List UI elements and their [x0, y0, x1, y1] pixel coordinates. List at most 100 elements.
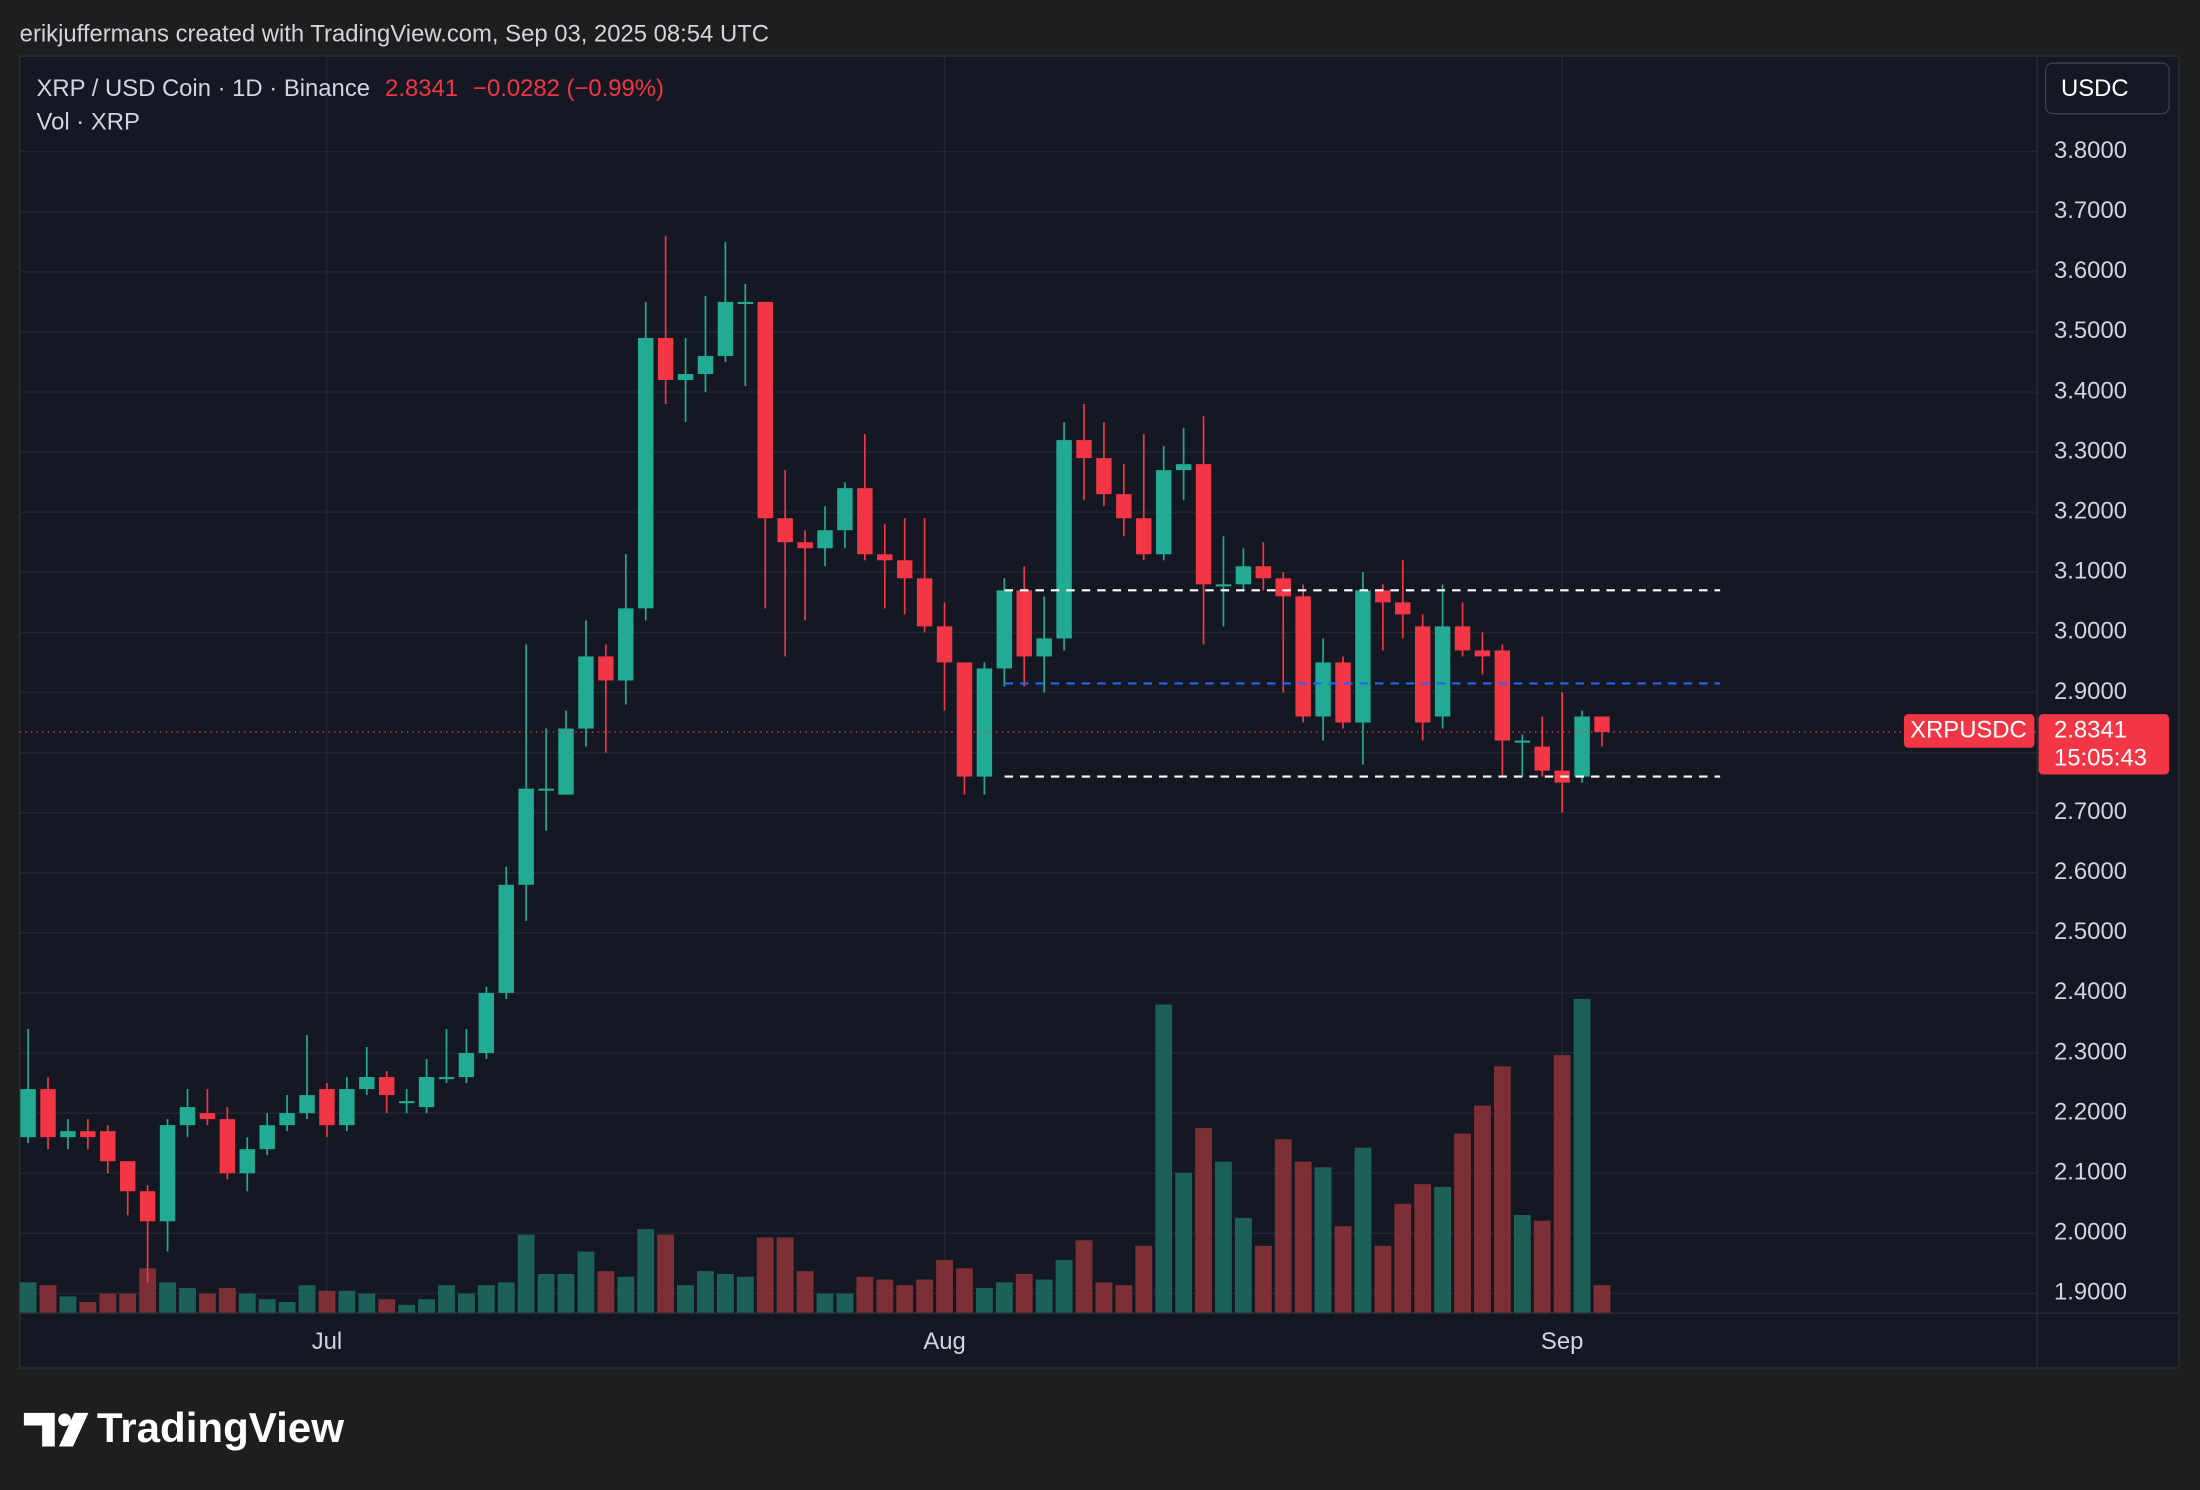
volume-bar — [1533, 1220, 1551, 1314]
candle-body — [139, 1191, 156, 1222]
candle-body — [498, 884, 514, 993]
candle-body — [100, 1131, 116, 1162]
candle-body — [976, 668, 993, 777]
x-tick-label: Jul — [312, 1328, 342, 1355]
candle-body — [1474, 650, 1491, 657]
price-label: XRPUSDC 2.8341 15:05:43 — [1903, 714, 2170, 775]
volume-bar — [79, 1301, 97, 1314]
volume-bar — [99, 1293, 117, 1314]
y-tick-label: 2.4000 — [2054, 978, 2127, 1005]
volume-bar — [597, 1271, 615, 1314]
volume-bar — [457, 1293, 475, 1314]
volume-bar — [956, 1268, 973, 1314]
candle-body — [80, 1131, 96, 1138]
y-tick-label: 3.8000 — [2054, 137, 2127, 164]
candle-body — [1375, 590, 1391, 603]
volume-bar — [238, 1293, 256, 1314]
y-tick-label: 3.7000 — [2054, 197, 2127, 224]
volume-bar — [139, 1268, 157, 1314]
volume-bar — [557, 1273, 575, 1314]
candle-body — [637, 337, 654, 609]
volume-bar — [298, 1285, 316, 1314]
volume-bar — [19, 1282, 37, 1314]
volume-bar — [1254, 1245, 1272, 1314]
candle-body — [877, 554, 893, 561]
volume-bar — [1374, 1245, 1392, 1314]
candle-body — [598, 656, 614, 681]
candle-body — [1514, 740, 1531, 743]
candle-body — [458, 1053, 475, 1078]
volume-bar — [1075, 1240, 1093, 1314]
candle-body — [438, 1077, 455, 1080]
candle-body — [259, 1125, 275, 1150]
y-tick-label: 3.5000 — [2054, 317, 2127, 344]
candle-layer — [20, 235, 1610, 1284]
volume-bar — [159, 1282, 176, 1314]
candle-body — [896, 560, 913, 579]
candle-body — [119, 1161, 136, 1192]
candle-body — [398, 1101, 415, 1104]
candle-body — [40, 1089, 56, 1138]
brand-name: TradingView — [97, 1404, 344, 1451]
candle-body — [737, 301, 754, 304]
volume-bar — [896, 1285, 914, 1314]
volume-bar — [59, 1296, 77, 1314]
volume-bar — [816, 1293, 834, 1314]
y-tick-label: 2.5000 — [2054, 918, 2127, 945]
candle-body — [717, 301, 734, 356]
candle-body — [1155, 470, 1172, 555]
volume-bar — [119, 1293, 137, 1314]
candle-body — [916, 578, 933, 627]
candle-body — [1056, 440, 1072, 639]
candle-body — [1395, 602, 1411, 615]
volume-bar — [1015, 1273, 1033, 1314]
volume-bar — [1314, 1167, 1332, 1314]
candle-body — [20, 1089, 36, 1138]
candle-body — [199, 1113, 216, 1120]
candle-body — [60, 1131, 76, 1138]
candle-body — [518, 788, 534, 885]
volume-bar — [517, 1234, 535, 1314]
candle-body — [657, 337, 674, 381]
candle-body — [1315, 662, 1331, 717]
candle-body — [1116, 494, 1132, 519]
legend-last: 2.8341 — [385, 75, 458, 102]
candle-body — [1136, 518, 1152, 555]
currency-button[interactable] — [2044, 62, 2170, 115]
volume-bar — [1434, 1186, 1452, 1314]
candle-body — [1335, 662, 1351, 723]
candle-body — [279, 1113, 295, 1126]
candle-body — [538, 788, 554, 791]
candle-body — [996, 590, 1013, 669]
volume-bar — [657, 1234, 675, 1314]
volume-bar — [995, 1282, 1013, 1314]
candle-body — [1255, 566, 1272, 579]
y-tick-label: 3.0000 — [2054, 618, 2127, 645]
volume-bar — [218, 1287, 236, 1314]
volume-bar — [1354, 1147, 1372, 1314]
x-tick-label: Aug — [923, 1328, 965, 1355]
volume-bar — [1334, 1226, 1352, 1314]
volume-bar — [637, 1229, 655, 1314]
volume-bar — [358, 1293, 376, 1314]
volume-bar — [338, 1290, 356, 1314]
volume-bar — [1573, 998, 1591, 1314]
candle-body — [1414, 626, 1431, 723]
legend: XRP / USD Coin · 1D · Binance 2.8341 −0.… — [37, 75, 664, 102]
y-tick-label: 2.9000 — [2054, 678, 2127, 705]
candle-body — [817, 530, 833, 549]
volume-bar — [1135, 1245, 1153, 1314]
price-tag — [2038, 714, 2170, 775]
volume-bar — [1274, 1139, 1292, 1314]
volume-bar — [975, 1287, 993, 1314]
candle-body — [1235, 566, 1252, 585]
volume-bar — [318, 1290, 336, 1314]
candle-body — [1434, 626, 1451, 717]
volume-bar — [438, 1285, 455, 1314]
volume-bar — [1215, 1161, 1232, 1314]
candle-body — [1594, 716, 1610, 733]
volume-bar — [1175, 1172, 1193, 1314]
volume-bar — [1055, 1259, 1073, 1314]
legend-volume: Vol · XRP — [37, 109, 140, 136]
